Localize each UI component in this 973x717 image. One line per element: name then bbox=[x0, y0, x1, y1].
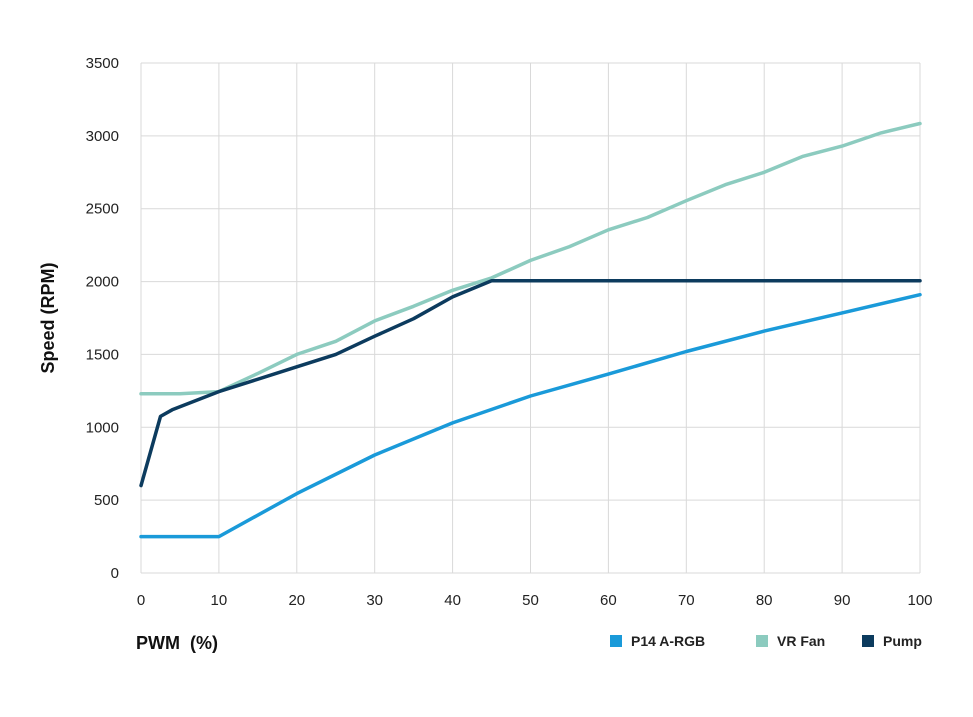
x-tick-label: 0 bbox=[137, 592, 145, 609]
x-tick-label: 10 bbox=[211, 592, 228, 609]
y-tick-label: 500 bbox=[94, 492, 119, 509]
legend: P14 A-RGB VR Fan Pump bbox=[610, 633, 922, 649]
x-tick-labels: 0 10 20 30 40 50 60 70 80 90 100 bbox=[137, 592, 933, 609]
x-tick-label: 90 bbox=[834, 592, 851, 609]
series-line-pump bbox=[139, 279, 922, 488]
y-tick-label: 2000 bbox=[86, 274, 119, 291]
x-axis-title: PWM (%) bbox=[136, 633, 218, 653]
y-tick-label: 3000 bbox=[86, 128, 119, 145]
legend-label: VR Fan bbox=[777, 633, 825, 649]
x-tick-label: 50 bbox=[522, 592, 539, 609]
legend-swatch bbox=[610, 635, 622, 647]
x-tick-label: 60 bbox=[600, 592, 617, 609]
y-tick-label: 1000 bbox=[86, 419, 119, 436]
x-tick-label: 30 bbox=[366, 592, 383, 609]
legend-label: Pump bbox=[883, 633, 922, 649]
series-layer bbox=[139, 121, 922, 539]
y-tick-label: 2500 bbox=[86, 201, 119, 218]
y-tick-label: 3500 bbox=[86, 55, 119, 72]
x-tick-label: 70 bbox=[678, 592, 695, 609]
x-tick-label: 100 bbox=[907, 592, 932, 609]
series-line-p14-a-rgb bbox=[139, 292, 922, 539]
grid-lines bbox=[140, 62, 921, 574]
y-tick-labels: 0 500 1000 1500 2000 2500 3000 3500 bbox=[86, 55, 119, 582]
x-tick-label: 20 bbox=[288, 592, 305, 609]
series-line-vr-fan bbox=[139, 121, 922, 396]
legend-swatch bbox=[862, 635, 874, 647]
y-tick-label: 1500 bbox=[86, 346, 119, 363]
x-tick-label: 40 bbox=[444, 592, 461, 609]
legend-label: P14 A-RGB bbox=[631, 633, 705, 649]
legend-swatch bbox=[756, 635, 768, 647]
x-tick-label: 80 bbox=[756, 592, 773, 609]
y-tick-label: 0 bbox=[111, 565, 119, 582]
y-axis-title: Speed (RPM) bbox=[38, 262, 58, 373]
